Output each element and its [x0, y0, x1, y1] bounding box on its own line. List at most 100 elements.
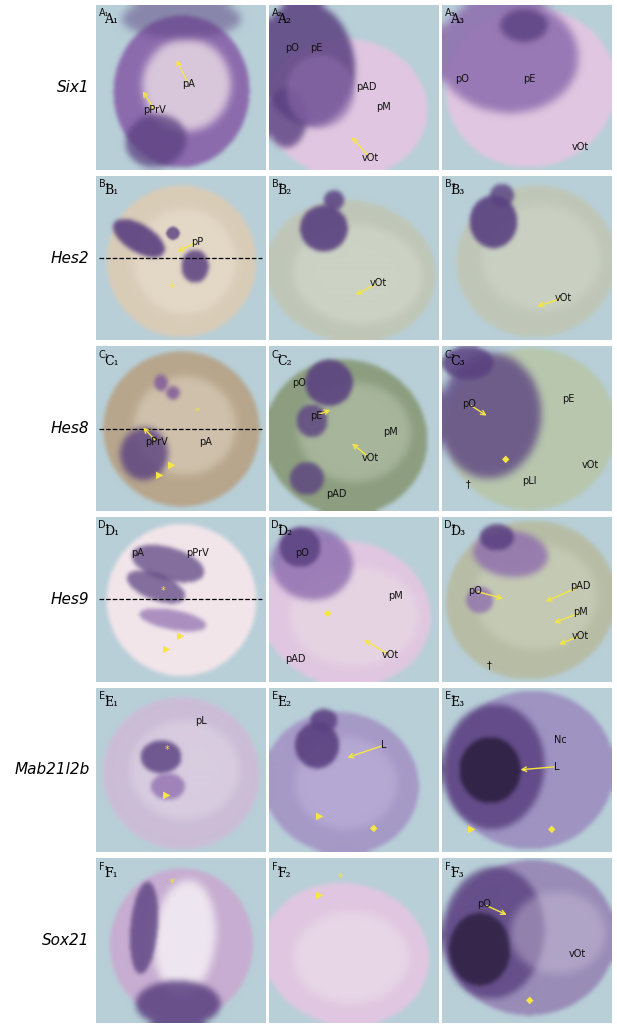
- Text: pO: pO: [455, 74, 469, 84]
- Text: A₁: A₁: [99, 8, 109, 19]
- Text: vOt: vOt: [572, 630, 589, 640]
- Text: E₃: E₃: [445, 691, 455, 701]
- Text: pO: pO: [285, 43, 299, 52]
- Text: D₃: D₃: [444, 520, 456, 530]
- Text: A₂: A₂: [277, 13, 291, 27]
- Text: vOt: vOt: [572, 142, 589, 151]
- Text: *: *: [195, 407, 199, 417]
- Text: L: L: [381, 740, 386, 750]
- Text: vOt: vOt: [582, 460, 599, 470]
- Text: pPrV: pPrV: [145, 437, 168, 447]
- Text: B₃: B₃: [450, 184, 464, 197]
- Text: C₁: C₁: [104, 355, 118, 368]
- Text: E₂: E₂: [277, 696, 291, 709]
- Text: E₂: E₂: [272, 691, 282, 701]
- Text: vOt: vOt: [568, 949, 586, 959]
- Text: *: *: [337, 873, 342, 883]
- Text: E₃: E₃: [450, 696, 464, 709]
- Text: F₃: F₃: [445, 861, 455, 872]
- Text: D₁: D₁: [98, 520, 110, 530]
- Text: *: *: [170, 878, 174, 888]
- Text: ▶: ▶: [316, 889, 323, 900]
- Text: ▶: ▶: [176, 630, 184, 640]
- Text: B₃: B₃: [445, 179, 455, 189]
- Text: pA: pA: [199, 437, 212, 447]
- Text: Six1: Six1: [57, 80, 89, 95]
- Text: pM: pM: [376, 102, 391, 112]
- Text: †: †: [466, 480, 471, 489]
- Text: F₁: F₁: [104, 867, 118, 880]
- Text: pO: pO: [468, 586, 482, 596]
- Text: F₃: F₃: [450, 867, 463, 880]
- Text: Hes9: Hes9: [51, 592, 89, 607]
- Text: ◆: ◆: [370, 822, 377, 833]
- Text: L: L: [554, 762, 560, 772]
- Text: ◆: ◆: [324, 608, 331, 618]
- Text: *: *: [161, 586, 166, 596]
- Text: Hes8: Hes8: [51, 421, 89, 436]
- Text: pM: pM: [573, 608, 588, 618]
- Text: vOt: vOt: [362, 453, 379, 464]
- Text: *: *: [164, 745, 169, 756]
- Text: pM: pM: [383, 427, 398, 437]
- Text: Mab21l2b: Mab21l2b: [14, 763, 89, 777]
- Text: F₂: F₂: [272, 861, 282, 872]
- Text: ▶: ▶: [468, 824, 476, 834]
- Text: B₁: B₁: [99, 179, 109, 189]
- Text: ▶: ▶: [168, 460, 176, 470]
- Text: B₂: B₂: [277, 184, 291, 197]
- Text: C₃: C₃: [445, 350, 455, 360]
- Text: ▶: ▶: [316, 811, 323, 821]
- Text: ◆: ◆: [526, 995, 533, 1004]
- Text: pE: pE: [523, 74, 536, 84]
- Text: pAD: pAD: [286, 654, 306, 663]
- Text: pA: pA: [131, 548, 144, 558]
- Text: pAD: pAD: [570, 581, 590, 591]
- Text: E₁: E₁: [99, 691, 109, 701]
- Text: pLl: pLl: [523, 476, 537, 486]
- Text: pM: pM: [388, 591, 403, 601]
- Text: Hes2: Hes2: [51, 251, 89, 265]
- Text: B₁: B₁: [104, 184, 118, 197]
- Text: F₂: F₂: [277, 867, 291, 880]
- Text: ▶: ▶: [156, 470, 164, 480]
- Text: A₁: A₁: [104, 13, 118, 27]
- Text: pE: pE: [310, 410, 322, 420]
- Text: Sox21: Sox21: [42, 933, 89, 948]
- Text: pE: pE: [310, 43, 322, 52]
- Text: pL: pL: [195, 715, 207, 726]
- Text: E₁: E₁: [104, 696, 118, 709]
- Text: pO: pO: [296, 548, 309, 558]
- Text: pAD: pAD: [326, 489, 347, 500]
- Text: B₂: B₂: [271, 179, 283, 189]
- Text: pO: pO: [477, 900, 491, 910]
- Text: C₂: C₂: [277, 355, 292, 368]
- Text: pO: pO: [292, 377, 306, 388]
- Text: A₃: A₃: [445, 8, 455, 19]
- Text: †: †: [487, 660, 491, 670]
- Text: pAD: pAD: [357, 82, 377, 93]
- Text: Nc: Nc: [553, 735, 566, 745]
- Text: pP: pP: [191, 236, 204, 247]
- Text: A₃: A₃: [450, 13, 464, 27]
- Text: D₂: D₂: [271, 520, 283, 530]
- Text: D₂: D₂: [277, 525, 292, 539]
- Text: pE: pE: [562, 394, 574, 404]
- Text: vOt: vOt: [370, 278, 387, 288]
- Text: *: *: [170, 283, 174, 293]
- Text: D₁: D₁: [104, 525, 119, 539]
- Text: A₂: A₂: [272, 8, 283, 19]
- Text: ◆: ◆: [548, 824, 555, 834]
- Text: ▶: ▶: [163, 644, 170, 654]
- Text: D₃: D₃: [450, 525, 465, 539]
- Text: ▶: ▶: [163, 790, 170, 800]
- Text: ◆: ◆: [502, 453, 510, 464]
- Text: pA: pA: [182, 79, 195, 89]
- Text: vOt: vOt: [362, 153, 379, 163]
- Text: pPrV: pPrV: [186, 548, 209, 558]
- Text: pO: pO: [462, 399, 476, 409]
- Text: vOt: vOt: [382, 651, 399, 660]
- Text: C₃: C₃: [450, 355, 465, 368]
- Text: vOt: vOt: [555, 293, 572, 302]
- Text: C₂: C₂: [271, 350, 283, 360]
